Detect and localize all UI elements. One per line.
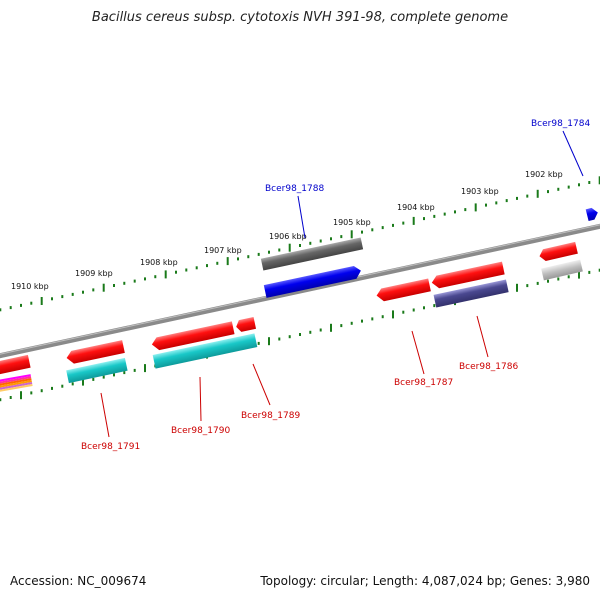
kbp-label-1903: 1903 kbp [461,187,499,196]
kbp-label-1908: 1908 kbp [140,258,178,267]
accession-label: Accession: NC_009674 [10,574,147,588]
topology-label: Topology: circular; Length: 4,087,024 bp… [260,574,590,588]
gene-forward-blue-1784[interactable] [585,207,600,222]
gene-label-1786[interactable]: Bcer98_1786 [459,362,518,372]
kbp-label-1904: 1904 kbp [397,203,435,212]
leader-1790 [199,376,202,422]
gene-lightgray-right[interactable] [541,259,583,281]
ruler-outer [0,176,600,312]
gene-label-1789[interactable]: Bcer98_1789 [241,411,300,421]
gene-reverse-red-left[interactable] [0,354,31,376]
gene-reverse-red-1787[interactable] [375,278,431,303]
leader-1791 [100,392,110,438]
gene-cyan-1790[interactable] [152,333,258,369]
gene-cyan-1791[interactable] [66,357,128,384]
gene-label-1790[interactable]: Bcer98_1790 [171,426,230,436]
gene-multicolor-stack [0,374,33,394]
kbp-label-1910: 1910 kbp [11,282,49,291]
gene-slate-1786[interactable] [433,279,509,308]
gene-reverse-red-1786[interactable] [431,261,505,290]
gene-reverse-red-right[interactable] [538,241,578,262]
kbp-label-1906: 1906 kbp [269,232,307,241]
gene-label-1791[interactable]: Bcer98_1791 [81,442,140,452]
leader-1784 [562,130,584,177]
gene-forward-gray[interactable] [260,237,364,271]
gene-label-1787[interactable]: Bcer98_1787 [394,378,453,388]
gene-reverse-red-1791[interactable] [65,340,125,365]
leader-1786 [476,315,489,358]
map-title: Bacillus cereus subsp. cytotoxis NVH 391… [91,10,509,25]
kbp-label-1902: 1902 kbp [525,170,563,179]
gene-reverse-red-1789[interactable] [235,317,257,333]
leader-1789 [252,363,271,406]
gene-label-1788[interactable]: Bcer98_1788 [265,184,324,194]
gene-reverse-red-1790[interactable] [151,321,235,351]
gene-forward-blue-1788[interactable] [263,265,363,298]
leader-1787 [411,330,425,375]
leader-1788 [297,195,306,239]
gene-label-1784[interactable]: Bcer98_1784 [531,119,590,129]
kbp-label-1907: 1907 kbp [204,246,242,255]
kbp-label-1909: 1909 kbp [75,269,113,278]
genome-backbone [0,223,600,359]
kbp-label-1905: 1905 kbp [333,218,371,227]
